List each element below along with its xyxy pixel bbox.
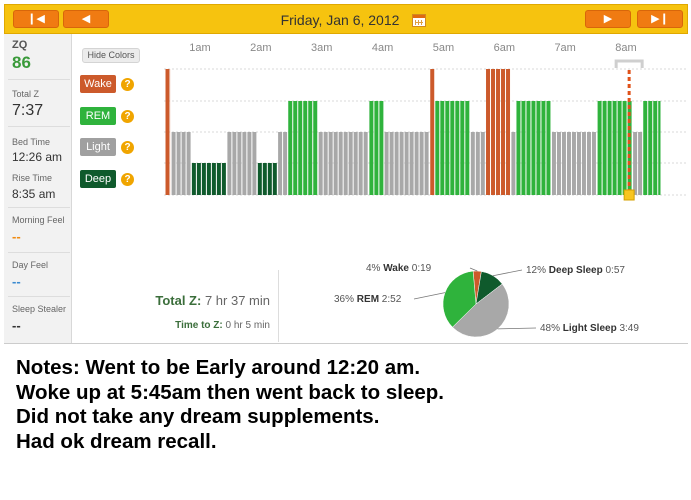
help-icon[interactable]: ? [121, 141, 134, 154]
pie-leader-line [469, 267, 478, 272]
summary-time-to-z-value: 0 hr 5 min [225, 320, 270, 331]
first-day-button[interactable]: ❙◀ [13, 10, 59, 28]
calendar-icon[interactable] [412, 14, 426, 27]
zq-value: 86 [12, 53, 31, 72]
rise-time-label: Rise Time [12, 173, 53, 183]
summary-divider [278, 270, 279, 342]
pie-labels: 4% Wake 0:19 12% Deep Sleep 0:57 48% Light… [334, 263, 639, 334]
stage-segment-light [633, 132, 643, 195]
sleep-stealer-value[interactable]: -- [12, 318, 21, 333]
pie-label-light-sleep: 48% Light Sleep 3:49 [540, 323, 639, 334]
pie-slices [442, 270, 510, 338]
date-title: Friday, Jan 6, 2012 [280, 12, 400, 28]
hour-tick-label: 1am [189, 42, 210, 54]
marker-bracket [614, 59, 644, 68]
stage-segment-wake [430, 69, 435, 195]
date-nav-bar: ❙◀ ◀ Friday, Jan 6, 2012 ▶ ▶❙ [4, 4, 688, 34]
stage-segment-wake [165, 69, 171, 195]
hour-tick-label: 3am [311, 42, 332, 54]
divider [8, 126, 70, 127]
legend-deep: Deep [80, 170, 116, 188]
summary-total-z-label: Total Z: [155, 293, 202, 308]
total-z-value: 7:37 [12, 102, 44, 119]
stage-segment-rem [516, 101, 551, 195]
stage-segment-light [511, 132, 516, 195]
help-icon[interactable]: ? [121, 78, 134, 91]
legend-light: Light [80, 138, 116, 156]
stage-segment-rem [435, 101, 470, 195]
divider [8, 296, 70, 297]
last-day-button[interactable]: ▶❙ [637, 10, 683, 28]
divider [8, 79, 70, 80]
morning-feel-value[interactable]: -- [12, 229, 21, 244]
help-icon[interactable]: ? [121, 173, 134, 186]
skip-back-icon: ❙◀ [27, 12, 45, 25]
pie-label-wake: 4% Wake 0:19 [366, 263, 432, 274]
hour-tick-label: 8am [615, 42, 636, 54]
pie-label-deep-sleep: 12% Deep Sleep 0:57 [526, 265, 625, 276]
next-day-button[interactable]: ▶ [585, 10, 631, 28]
stage-segment-deep [257, 163, 277, 195]
pie-leader-line [497, 327, 537, 330]
day-feel-label: Day Feel [12, 260, 49, 270]
hour-tick-label: 4am [372, 42, 393, 54]
note-line: Had ok dream recall. [16, 429, 217, 453]
hide-colors-button[interactable]: Hide Colors [82, 48, 140, 63]
hour-tick-label: 6am [494, 42, 515, 54]
hour-ticks: 1am 2am 3am 4am 5am 6am 7am 8am [189, 42, 636, 54]
stage-segment-rem [288, 101, 318, 195]
stage-segment-light [384, 132, 429, 195]
rise-time-value: 8:35 am [12, 187, 56, 201]
bed-time-value: 12:26 am [12, 150, 63, 164]
arrow-left-icon: ◀ [81, 12, 91, 25]
sleep-breakdown-pie: 4% Wake 0:19 12% Deep Sleep 0:57 48% Light… [334, 263, 639, 338]
stage-segment-light [227, 132, 257, 195]
legend-rem: REM [80, 107, 116, 125]
marker-handle[interactable] [623, 189, 635, 201]
stage-segment-light [171, 132, 191, 195]
summary-time-to-z: Time to Z: 0 hr 5 min [100, 320, 270, 331]
pie-leader-line [492, 269, 523, 277]
note-line: Notes: Went to be Early around 12:20 am. [16, 356, 421, 379]
summary-total-z: Total Z: 7 hr 37 min [100, 293, 270, 308]
divider [4, 343, 688, 344]
help-icon[interactable]: ? [121, 110, 134, 123]
stats-sidebar: ZQ 86 Total Z 7:37 Bed Time 12:26 am Ris… [4, 34, 72, 344]
hour-tick-label: 2am [250, 42, 271, 54]
summary-time-to-z-label: Time to Z: [175, 320, 223, 331]
zq-label: ZQ [12, 39, 28, 51]
time-marker[interactable] [614, 59, 644, 201]
hour-tick-label: 5am [433, 42, 454, 54]
stage-segment-deep [191, 163, 226, 195]
pie-slice-light-sleep [452, 283, 510, 338]
pie-slice-rem [442, 270, 477, 328]
divider [8, 252, 70, 253]
total-z-label: Total Z [12, 89, 40, 99]
pie-leader-line [413, 292, 446, 300]
stage-segment-rem [369, 101, 384, 195]
legend-wake: Wake [80, 75, 116, 93]
pie-label-rem: 36% REM 2:52 [334, 294, 402, 305]
notes: Notes: Went to be Early around 12:20 am.… [16, 356, 686, 454]
morning-feel-label: Morning Feel [12, 215, 65, 225]
skip-forward-icon: ▶❙ [651, 12, 669, 25]
stage-segment-rem [643, 101, 661, 195]
summary-total-z-value: 7 hr 37 min [204, 293, 270, 308]
stage-segment-light [278, 132, 288, 195]
sleep-stealer-label: Sleep Stealer [12, 304, 67, 314]
note-line: Woke up at 5:45am then went back to slee… [16, 380, 444, 404]
bed-time-label: Bed Time [12, 137, 51, 147]
hypnogram-chart: 1am 2am 3am 4am 5am 6am 7am 8am [164, 42, 686, 201]
divider [8, 207, 70, 208]
hour-tick-label: 7am [554, 42, 575, 54]
stage-bars [165, 69, 661, 195]
arrow-right-icon: ▶ [603, 12, 613, 25]
note-line: Did not take any dream supplements. [16, 405, 380, 428]
day-feel-value[interactable]: -- [12, 274, 21, 289]
stage-segment-light [551, 132, 596, 195]
previous-day-button[interactable]: ◀ [63, 10, 109, 28]
stage-segment-wake [486, 69, 511, 195]
stage-segment-light [318, 132, 368, 195]
stage-segment-light [470, 132, 485, 195]
